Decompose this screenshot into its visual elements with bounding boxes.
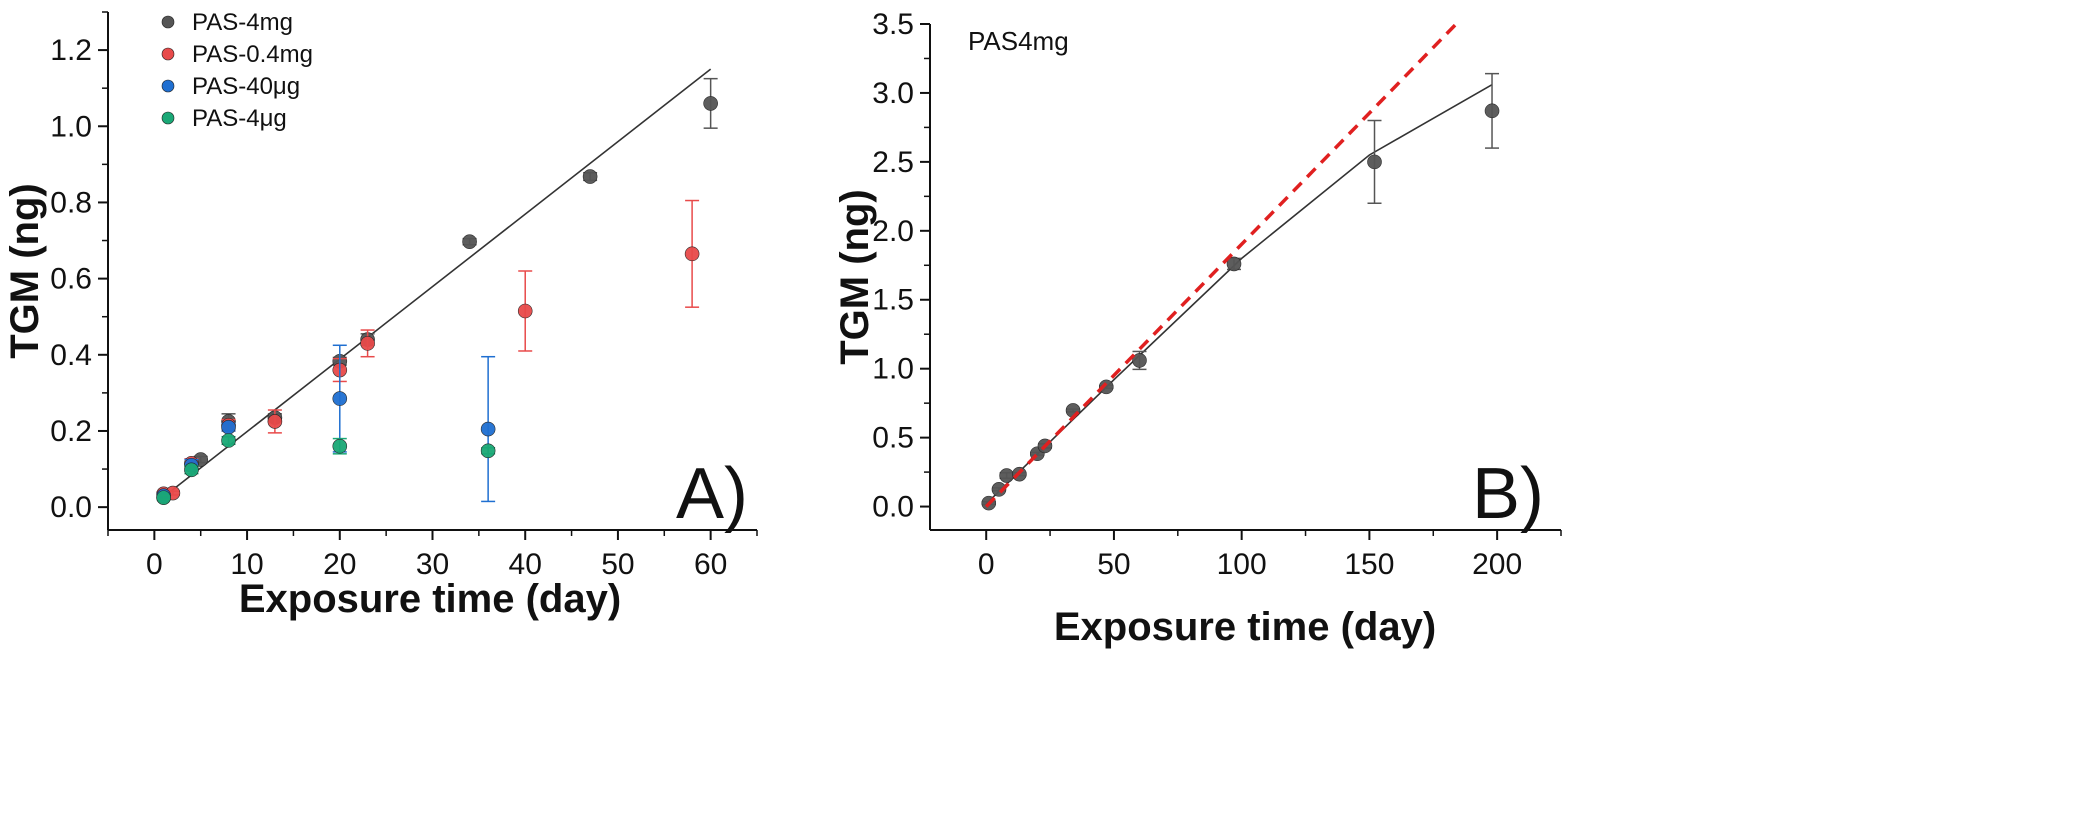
y-tick-label: 0.8: [50, 186, 92, 219]
data-point: [1484, 103, 1500, 119]
legend-label: PAS-4μg: [192, 105, 287, 132]
y-tick-label: 1.0: [872, 353, 914, 386]
x-tick-label: 200: [1472, 548, 1522, 581]
x-tick-label: 30: [416, 548, 449, 581]
data-point: [221, 433, 236, 448]
x-tick-label: 100: [1217, 548, 1267, 581]
panel-a-chart: 0 10 20 30 40 50 60 0.0 0.2 0.4 0.6 0.8 1.0 1.2 Exposu…: [3, 9, 758, 621]
y-tick-label: 1.5: [872, 284, 914, 317]
data-point: [480, 421, 496, 437]
y-tick-label: 0.2: [50, 415, 92, 448]
legend-label: PAS-4mg: [192, 9, 293, 36]
x-axis-label: Exposure time (day): [1054, 605, 1436, 649]
x-tick-label: 50: [1097, 548, 1130, 581]
data-point: [480, 443, 496, 459]
y-tick-label: 0.4: [50, 339, 92, 372]
data-point: [1226, 256, 1242, 272]
fit-line: [163, 68, 712, 498]
y-tick-label: 3.0: [872, 77, 914, 110]
x-tick-label: 0: [978, 548, 995, 581]
x-tick-label: 60: [694, 548, 727, 581]
x-tick-label: 150: [1344, 548, 1394, 581]
data-point: [360, 336, 375, 351]
y-tick-label: 2.0: [872, 215, 914, 248]
y-axis-label: TGM (ng): [3, 183, 47, 359]
panel-label: A): [676, 454, 748, 534]
panel-label: B): [1472, 454, 1544, 534]
data-point: [1132, 353, 1147, 368]
legend-marker: [161, 47, 175, 61]
data-point: [156, 490, 171, 505]
data-point: [991, 482, 1007, 497]
data-point: [332, 438, 348, 454]
y-tick-label: 1.2: [50, 34, 92, 67]
x-tick-label: 0: [146, 548, 163, 581]
data-point: [999, 468, 1014, 483]
data-point: [1098, 379, 1114, 395]
legend-marker: [161, 111, 175, 125]
panel-b-chart: 0 50 100 150 200 0.0 0.5 1.0 1.5 2.0 2.5 3.0 3.5 Expo…: [833, 8, 1562, 649]
y-axis-label: TGM (ng): [833, 189, 877, 365]
data-point: [582, 169, 598, 184]
data-point: [1367, 154, 1382, 170]
y-tick-label: 0.6: [50, 263, 92, 296]
data-point: [221, 419, 236, 435]
data-point: [684, 246, 700, 262]
legend-label: PAS-40μg: [192, 73, 300, 100]
data-point: [703, 96, 718, 111]
y-tick-label: 0.0: [872, 491, 914, 524]
linear-extrapolation-line: [984, 24, 1459, 508]
y-tick-label: 3.5: [872, 8, 914, 41]
legend-marker: [161, 79, 175, 93]
y-tick-label: 1.0: [50, 110, 92, 143]
y-tick-label: 2.5: [872, 146, 914, 179]
x-tick-label: 20: [323, 548, 356, 581]
y-tick-label: 0.0: [50, 491, 92, 524]
x-axis-label: Exposure time (day): [239, 577, 621, 621]
data-point: [517, 303, 533, 319]
data-point: [462, 234, 477, 249]
fit-curve: [985, 83, 1493, 505]
data-point: [267, 414, 283, 429]
x-tick-label: 40: [509, 548, 542, 581]
legend-label: PAS-0.4mg: [192, 41, 313, 68]
panel-annotation: PAS4mg: [968, 26, 1069, 56]
x-tick-label: 50: [601, 548, 634, 581]
data-point: [184, 462, 199, 478]
y-tick-label: 0.5: [872, 422, 914, 455]
data-point: [332, 391, 348, 406]
legend-marker: [161, 15, 175, 29]
x-tick-label: 10: [230, 548, 263, 581]
